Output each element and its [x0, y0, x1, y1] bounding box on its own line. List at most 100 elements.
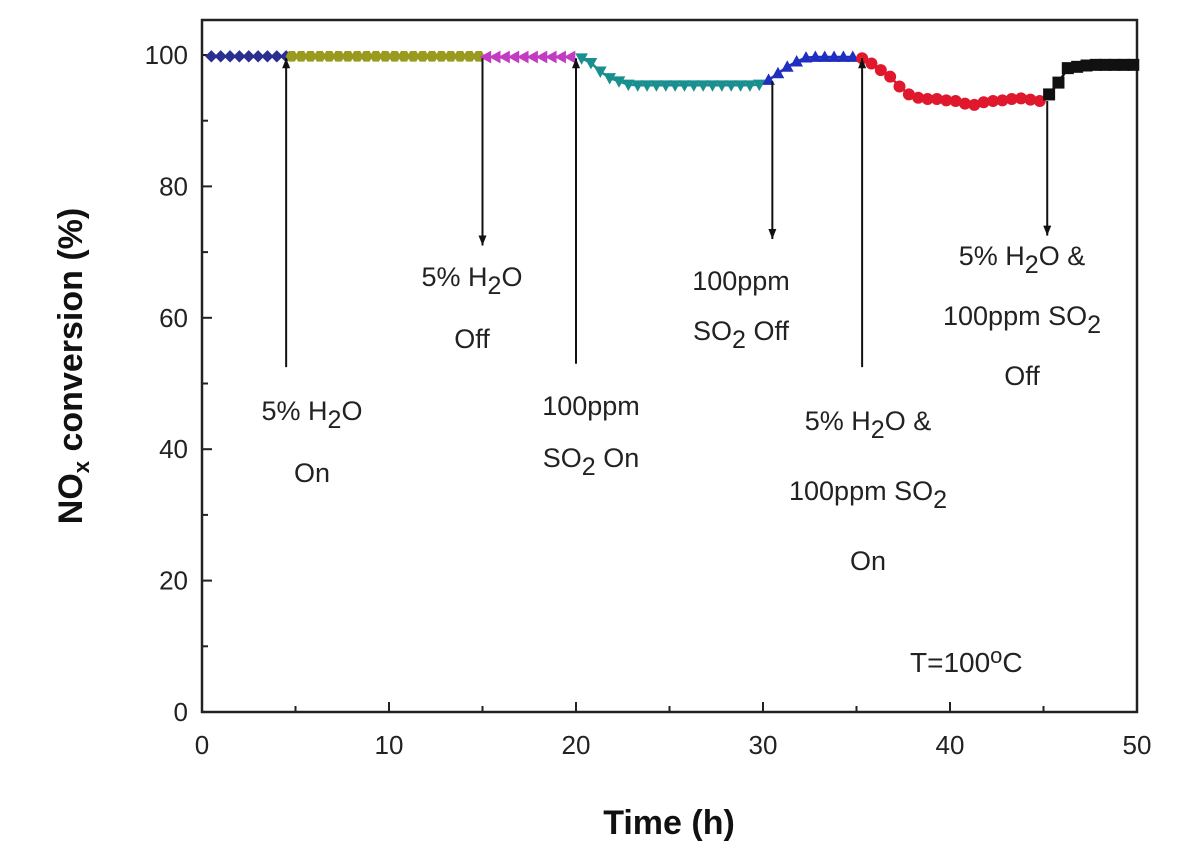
data-point [332, 51, 345, 62]
data-point [650, 80, 663, 92]
annotation-text: Off [454, 324, 490, 354]
data-point [323, 51, 336, 62]
data-point [233, 50, 246, 63]
annotation-arrow-head [572, 58, 580, 69]
y-axis-title: NOx conversion (%) [52, 208, 94, 524]
annotation-text-part: O [341, 396, 362, 426]
series-3 [479, 50, 576, 64]
y-tick-label: 40 [159, 434, 188, 464]
annotation-text: 5% H2O [262, 396, 363, 434]
series-1 [205, 50, 293, 63]
annotation-text: 100ppm [542, 391, 640, 421]
data-point [743, 80, 757, 92]
y-axis-title-rest: conversion (%) [52, 208, 90, 461]
annotation-arrow-head [478, 235, 487, 246]
data-point [1033, 94, 1046, 107]
annotation-subscript: 2 [732, 326, 746, 354]
annotation-subscript: 2 [933, 486, 947, 514]
data-point [706, 80, 719, 92]
annotation-subscript: 2 [1025, 251, 1039, 279]
data-point [397, 51, 411, 62]
x-tick-label: 20 [562, 730, 591, 760]
data-point [575, 53, 588, 65]
x-axis-title: Time (h) [603, 804, 735, 842]
data-point [790, 55, 804, 67]
series-5 [762, 50, 860, 85]
data-point [827, 50, 841, 62]
series-6 [856, 52, 1046, 111]
data-point [640, 80, 654, 92]
data-point [341, 51, 354, 62]
data-point [407, 51, 420, 62]
data-point [818, 50, 832, 62]
x-tick-label: 40 [936, 730, 965, 760]
data-point [369, 51, 382, 62]
data-point [752, 79, 766, 92]
data-point [285, 51, 298, 62]
annotation-2: 5% H2O Off [422, 58, 522, 354]
data-point [416, 51, 429, 62]
x-tick-label: 0 [195, 730, 209, 760]
data-point [734, 80, 747, 92]
annotation-subscript: 2 [871, 416, 885, 444]
data-point [678, 80, 691, 92]
data-point [799, 51, 813, 63]
annotation-text: 5% H2O & [805, 406, 931, 444]
data-point [837, 50, 850, 62]
data-point [1043, 88, 1056, 101]
data-point [593, 66, 607, 78]
data-point [659, 80, 673, 92]
data-point [612, 76, 626, 88]
series-4 [575, 53, 766, 92]
annotation-text: SO2 On [543, 443, 639, 481]
annotation-text-part: SO [693, 316, 732, 346]
data-point [214, 50, 227, 63]
data-point [223, 50, 237, 63]
annotation-subscript: 2 [488, 272, 502, 300]
data-point [865, 57, 878, 70]
annotation-arrow-head [768, 228, 777, 239]
data-point [351, 51, 364, 62]
data-point [631, 80, 645, 92]
data-point [603, 73, 617, 85]
y-tick-label: 100 [145, 40, 188, 70]
series-7 [1043, 58, 1140, 101]
data-marks [205, 50, 1140, 111]
annotation-text: On [294, 458, 330, 488]
annotation-text-part: 5% H [262, 396, 328, 426]
data-point [563, 50, 576, 64]
plot-frame [200, 18, 1139, 714]
annotation-text: 100ppm SO2 [943, 301, 1101, 339]
annotation-3: 100ppm SO2 On [542, 58, 640, 481]
annotation-subscript: 2 [582, 453, 596, 481]
data-point [893, 80, 906, 93]
data-point [771, 66, 785, 79]
annotation-text-part: 100ppm [692, 266, 790, 296]
data-point [809, 50, 822, 62]
data-point [360, 51, 373, 62]
annotation-1: 5% H2O On [262, 58, 363, 488]
temperature-label: T=100oC [910, 643, 1023, 678]
x-tick-label: 10 [375, 730, 404, 760]
data-point [304, 51, 317, 62]
annotation-text-part: 5% H [959, 241, 1025, 271]
y-tick-label: 20 [159, 566, 188, 596]
x-tick-label: 30 [749, 730, 778, 760]
data-point [261, 50, 274, 63]
annotation-text-part: On [596, 443, 640, 473]
annotation-text-part: O [501, 262, 522, 292]
axis-ticks: 0 10 20 30 40 50 0 20 40 60 80 100 [145, 40, 1152, 760]
data-point [696, 80, 710, 92]
annotation-text-part: On [294, 458, 330, 488]
data-point [668, 80, 682, 92]
annotation-text-part: On [850, 546, 886, 576]
annotation-text-part: SO [543, 443, 582, 473]
annotation-text: Off [1004, 361, 1040, 391]
annotation-text: SO2 Off [693, 316, 789, 354]
x-tick-label: 50 [1123, 730, 1152, 760]
data-point [270, 50, 284, 63]
